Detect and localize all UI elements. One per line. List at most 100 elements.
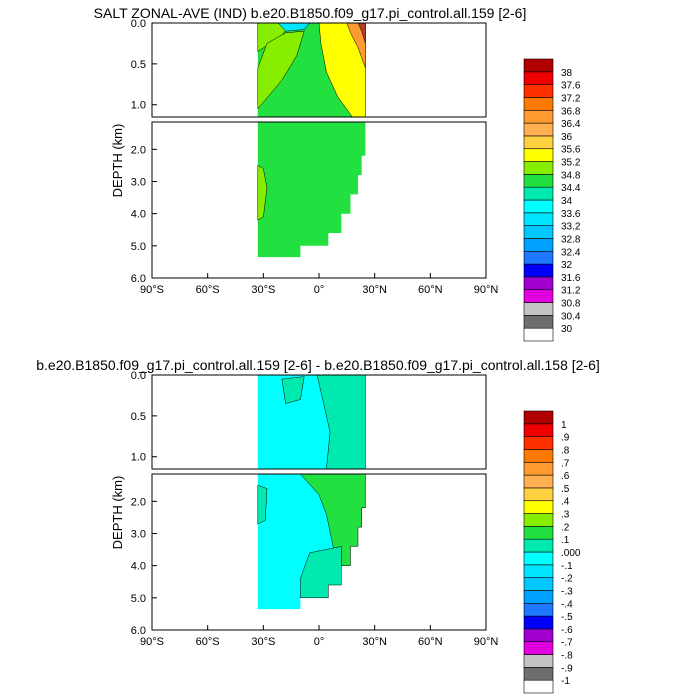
lower-subplot <box>151 121 487 279</box>
colorbar-label: .7 <box>561 458 570 469</box>
colorbar-label: 31.2 <box>561 286 581 297</box>
chart-panel-2: b.e20.B1850.f09_g17.pi_control.all.159 [… <box>36 357 600 694</box>
colorbar-box <box>523 449 554 463</box>
colorbar-label: -.1 <box>561 561 573 572</box>
colorbar-box <box>523 487 554 502</box>
colorbar-label: .1 <box>561 535 570 546</box>
lower-subplot <box>151 473 487 631</box>
colorbar-label: 36.4 <box>561 119 581 130</box>
colorbar-box <box>523 148 554 162</box>
colorbar-box <box>523 667 554 681</box>
colorbar-box <box>523 577 554 591</box>
field-salt-deep-south <box>257 164 268 221</box>
colorbar-label: .2 <box>561 522 570 533</box>
colorbar-box <box>523 538 554 553</box>
x-tick-label: 30°N <box>362 636 387 648</box>
x-tick-label: 60°S <box>196 636 220 648</box>
y-tick-label: 4.0 <box>131 209 146 221</box>
y-axis-label: DEPTH (km) <box>110 124 125 198</box>
colorbar-box <box>523 513 554 527</box>
y-axis-label: DEPTH (km) <box>110 476 125 550</box>
y-tick-label: 5.0 <box>131 241 146 253</box>
y-tick-label: 3.0 <box>131 177 146 189</box>
x-tick-label: 30°S <box>251 284 275 296</box>
colorbar-box <box>523 679 554 694</box>
colorbar-box <box>523 564 554 578</box>
colorbar-box <box>523 474 554 489</box>
colorbar-label: .3 <box>561 510 570 521</box>
colorbar-box <box>523 135 554 150</box>
y-tick-label: 1.0 <box>131 100 146 112</box>
colorbar-label: -.3 <box>561 586 573 597</box>
y-tick-label: 0.0 <box>131 18 146 30</box>
colorbar-label: 35.6 <box>561 145 581 156</box>
colorbar-box <box>523 250 554 265</box>
upper-frame <box>151 374 487 470</box>
colorbar-box <box>523 423 554 437</box>
colorbar-label: .000 <box>561 548 581 559</box>
chart-title: SALT ZONAL-AVE (IND) b.e20.B1850.f09_g17… <box>94 5 527 21</box>
colorbar-box <box>523 461 554 476</box>
colorbar-label: 32 <box>561 260 573 271</box>
colorbar: 30 30.430.8 31.2 31.6 32 32.4 32.833.2 33.6 34 34… <box>523 58 581 342</box>
axes: 90°S 60°S 30°S 0° 30°N 60°N 90°N 0.0 0.5 1.0 2.0 3.… <box>110 18 498 296</box>
colorbar-label: -.6 <box>561 625 573 636</box>
colorbar-box <box>523 212 554 226</box>
y-tick-label: 2.0 <box>131 144 146 156</box>
colorbar-box <box>523 315 554 329</box>
colorbar-label: -.8 <box>561 651 573 662</box>
colorbar-box <box>523 628 554 643</box>
colorbar-box <box>523 238 554 252</box>
colorbar-box <box>523 615 554 630</box>
colorbar-label: .4 <box>561 497 570 508</box>
colorbar-label: 30.8 <box>561 299 581 310</box>
colorbar-box <box>523 410 554 425</box>
colorbar-label: 37.2 <box>561 93 581 104</box>
y-tick-label: 5.0 <box>131 593 146 605</box>
field-diff-west-positive <box>257 484 268 525</box>
upper-frame <box>151 22 487 118</box>
axes: 90°S 60°S 30°S 0° 30°N 60°N 90°N 0.0 0.5 1.0 2.0 3.… <box>110 370 498 648</box>
colorbar-label: -1 <box>561 676 570 687</box>
colorbar-label: 33.6 <box>561 209 581 220</box>
colorbar-box <box>523 122 554 137</box>
colorbar-label: 32.8 <box>561 234 581 245</box>
colorbar-label: 30.4 <box>561 311 581 322</box>
y-tick-label: 3.0 <box>131 529 146 541</box>
y-tick-label: 0.0 <box>131 370 146 382</box>
colorbar-label: -.7 <box>561 638 573 649</box>
y-tick-label: 1.0 <box>131 452 146 464</box>
colorbar-box <box>523 276 554 291</box>
colorbar-box <box>523 161 554 175</box>
y-tick-label: 6.0 <box>131 625 146 637</box>
colorbar-label: 37.6 <box>561 81 581 92</box>
colorbar: -1 -.9-.8 -.7 -.6 -.5 -.4 -.3-.2 -.1 .000 .1 .2.3.… <box>523 410 581 694</box>
colorbar-box <box>523 500 554 514</box>
colorbar-label: 33.2 <box>561 222 581 233</box>
colorbar-box <box>523 289 554 303</box>
colorbar-label: 36 <box>561 132 573 143</box>
field-diff-deep-positive-2 <box>300 546 342 599</box>
x-tick-label: 90°N <box>474 284 499 296</box>
colorbar-label: -.9 <box>561 663 573 674</box>
colorbar-box <box>523 526 554 540</box>
upper-subplot <box>151 374 487 470</box>
colorbar-box <box>523 97 554 111</box>
colorbar-box <box>523 602 554 617</box>
x-tick-label: 60°N <box>418 636 443 648</box>
colorbar-box <box>523 186 554 201</box>
colorbar-box <box>523 84 554 98</box>
y-tick-label: 6.0 <box>131 273 146 285</box>
field-diff-deep-positive <box>299 473 366 566</box>
field-lower-base <box>257 122 366 258</box>
colorbar-box <box>523 641 554 655</box>
x-tick-label: 60°N <box>418 284 443 296</box>
colorbar-box <box>523 590 554 604</box>
colorbar-label: .5 <box>561 484 570 495</box>
colorbar-label: 30 <box>561 324 573 335</box>
colorbar-box <box>523 109 554 124</box>
x-tick-label: 90°S <box>140 636 164 648</box>
colorbar-label: -.2 <box>561 574 573 585</box>
upper-subplot <box>151 22 487 118</box>
